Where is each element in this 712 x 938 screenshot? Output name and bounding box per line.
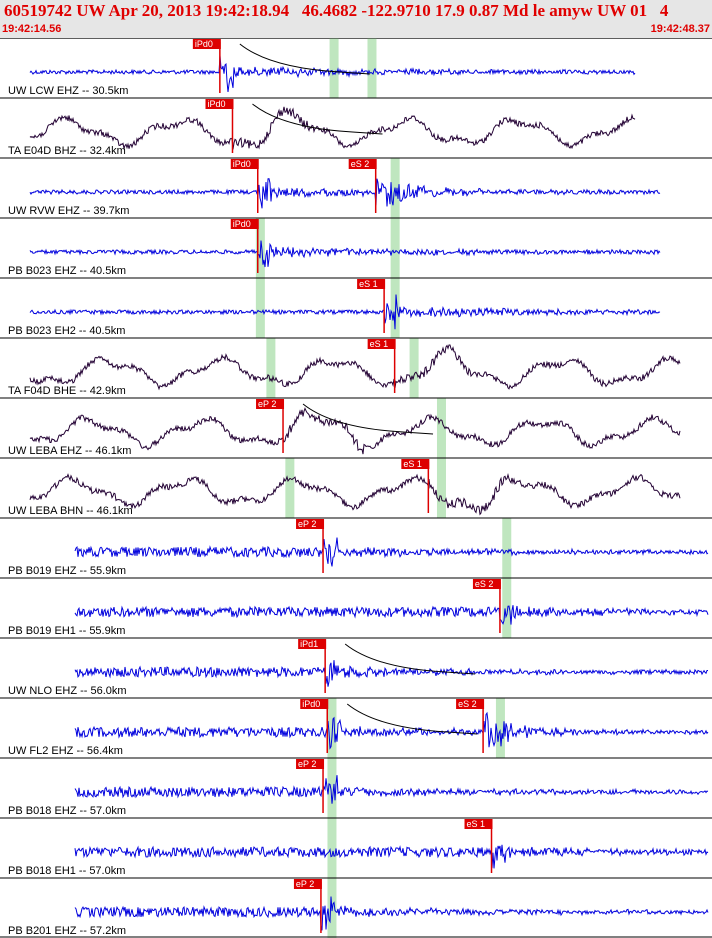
time-start-label: 19:42:14.56 bbox=[2, 23, 62, 35]
pick-window-7-0 bbox=[285, 458, 295, 518]
station-label-6: UW LEBA EHZ -- 46.1km bbox=[8, 445, 131, 457]
p-pick-label-10: iPd1 bbox=[300, 639, 318, 649]
p-pick-flag-4 bbox=[357, 279, 386, 289]
time-end-label: 19:42:48.37 bbox=[650, 23, 710, 35]
station-label-7: UW LEBA BHN -- 46.1km bbox=[8, 505, 133, 517]
station-label-4: PB B023 EH2 -- 40.5km bbox=[8, 325, 125, 337]
pick-window-4-0 bbox=[255, 278, 265, 338]
p-pick-flag-14 bbox=[293, 879, 322, 889]
p-pick-label-3: iPd0 bbox=[233, 219, 251, 229]
pick-window-11-0 bbox=[327, 698, 337, 758]
p-pick-flag-0 bbox=[192, 39, 221, 49]
waveform-trace-2 bbox=[29, 178, 661, 209]
coda-curve-0 bbox=[239, 43, 370, 75]
s-pick-flag-2 bbox=[348, 159, 377, 169]
p-pick-flag-3 bbox=[230, 219, 259, 229]
station-label-2: UW RVW EHZ -- 39.7km bbox=[8, 205, 129, 217]
coda-curve-10 bbox=[344, 643, 476, 675]
pick-window-5-1 bbox=[409, 338, 419, 398]
coda-curve-11 bbox=[346, 703, 478, 735]
pick-window-0-1 bbox=[367, 38, 377, 98]
station-label-12: PB B018 EHZ -- 57.0km bbox=[8, 805, 126, 817]
p-pick-label-8: eP 2 bbox=[298, 519, 316, 529]
p-pick-flag-13 bbox=[464, 819, 493, 829]
p-pick-label-14: eP 2 bbox=[296, 879, 314, 889]
p-pick-flag-12 bbox=[296, 759, 325, 769]
pick-window-3-1 bbox=[390, 218, 400, 278]
seismogram-panel: iPd0 UW LCW EHZ -- 30.5km iPd0 TA E04D BHZ … bbox=[0, 38, 712, 938]
p-pick-flag-6 bbox=[256, 399, 285, 409]
pick-window-12-0 bbox=[327, 758, 337, 818]
station-label-3: PB B023 EHZ -- 40.5km bbox=[8, 265, 126, 277]
waveform-trace-9 bbox=[74, 605, 709, 625]
waveform-trace-3 bbox=[29, 240, 661, 268]
p-pick-flag-2 bbox=[230, 159, 259, 169]
p-pick-flag-10 bbox=[298, 639, 327, 649]
p-pick-label-7: eS 1 bbox=[403, 459, 422, 469]
station-label-8: PB B019 EHZ -- 55.9km bbox=[8, 565, 126, 577]
p-pick-flag-7 bbox=[401, 459, 430, 469]
waveform-trace-0 bbox=[29, 55, 636, 92]
s-pick-label-2: eS 2 bbox=[351, 159, 370, 169]
pick-window-7-1 bbox=[436, 458, 446, 518]
s-pick-label-11: eS 2 bbox=[458, 699, 477, 709]
s-pick-flag-11 bbox=[456, 699, 485, 709]
station-label-5: TA F04D BHE -- 42.9km bbox=[8, 385, 126, 397]
p-pick-label-12: eP 2 bbox=[298, 759, 316, 769]
waveform-trace-10 bbox=[74, 660, 708, 687]
station-label-13: PB B018 EH1 -- 57.0km bbox=[8, 865, 125, 877]
p-pick-label-4: eS 1 bbox=[359, 279, 378, 289]
pick-window-6-0 bbox=[436, 398, 446, 458]
p-pick-label-6: eP 2 bbox=[258, 399, 276, 409]
p-pick-flag-1 bbox=[205, 99, 234, 109]
p-pick-label-9: eS 2 bbox=[475, 579, 494, 589]
pick-window-0-0 bbox=[329, 38, 339, 98]
pick-window-9-0 bbox=[502, 578, 512, 638]
station-label-14: PB B201 EHZ -- 57.2km bbox=[8, 925, 126, 937]
p-pick-label-2: iPd0 bbox=[233, 159, 251, 169]
waveform-trace-5 bbox=[29, 344, 681, 391]
waveform-trace-6 bbox=[29, 407, 681, 455]
waveform-trace-8 bbox=[74, 537, 709, 567]
coda-curve-1 bbox=[252, 103, 383, 135]
station-label-1: TA E04D BHZ -- 32.4km bbox=[8, 145, 126, 157]
waveform-trace-7 bbox=[29, 472, 681, 516]
waveform-trace-14 bbox=[74, 896, 709, 931]
pick-window-8-0 bbox=[502, 518, 512, 578]
waveform-trace-13 bbox=[74, 844, 709, 869]
station-label-0: UW LCW EHZ -- 30.5km bbox=[8, 85, 128, 97]
p-pick-flag-5 bbox=[367, 339, 396, 349]
pick-window-13-0 bbox=[327, 818, 337, 878]
p-pick-flag-8 bbox=[296, 519, 325, 529]
p-pick-flag-9 bbox=[472, 579, 501, 589]
waveform-trace-1 bbox=[29, 106, 636, 151]
waveform-trace-4 bbox=[29, 294, 661, 330]
p-pick-label-1: iPd0 bbox=[207, 99, 225, 109]
station-label-11: UW FL2 EHZ -- 56.4km bbox=[8, 745, 123, 757]
pick-window-5-0 bbox=[266, 338, 276, 398]
station-label-10: UW NLO EHZ -- 56.0km bbox=[8, 685, 127, 697]
p-pick-label-5: eS 1 bbox=[370, 339, 389, 349]
pick-window-11-1 bbox=[495, 698, 505, 758]
p-pick-label-11: iPd0 bbox=[302, 699, 320, 709]
coda-curve-6 bbox=[302, 403, 434, 435]
p-pick-label-13: eS 1 bbox=[467, 819, 486, 829]
waveform-trace-12 bbox=[74, 775, 709, 804]
p-pick-flag-11 bbox=[300, 699, 329, 709]
station-label-9: PB B019 EH1 -- 55.9km bbox=[8, 625, 125, 637]
p-pick-label-0: iPd0 bbox=[195, 39, 213, 49]
waveform-trace-11 bbox=[74, 711, 709, 750]
event-header: 60519742 UW Apr 20, 2013 19:42:18.94 46.… bbox=[0, 0, 712, 39]
event-title: 60519742 UW Apr 20, 2013 19:42:18.94 46.… bbox=[4, 1, 669, 20]
